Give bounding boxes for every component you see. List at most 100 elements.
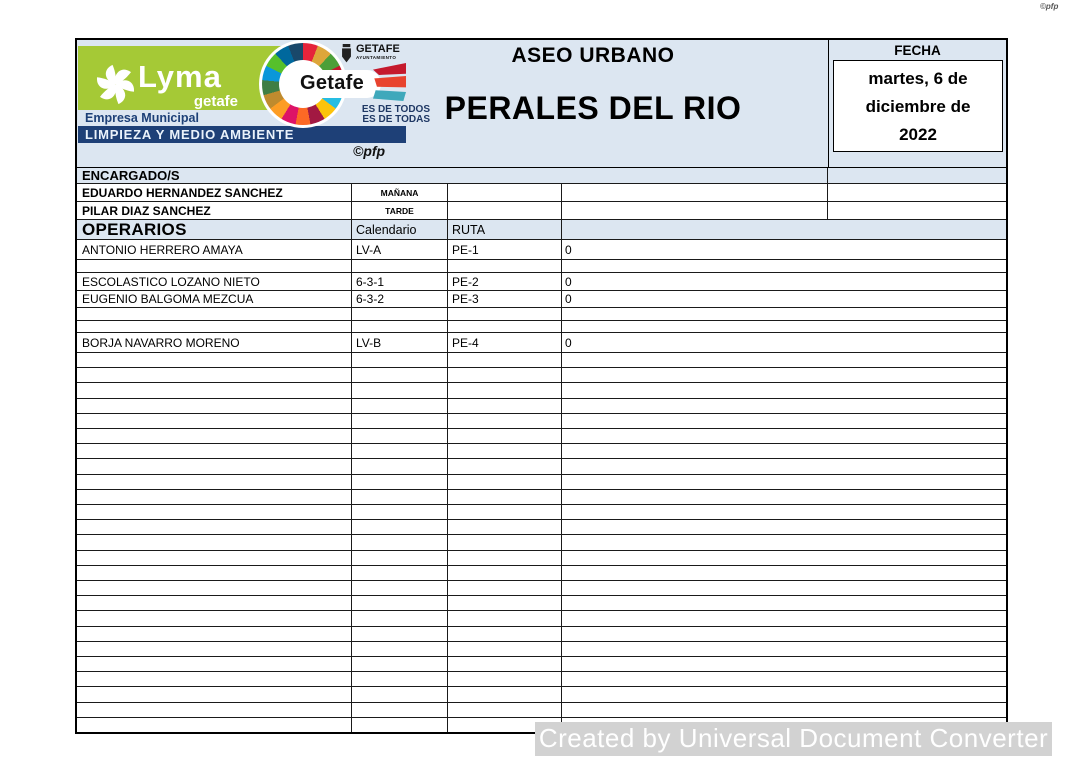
empty-row <box>77 702 1006 718</box>
operator-route <box>448 260 562 272</box>
date-line-3: 2022 <box>899 125 937 144</box>
empty-cell <box>448 459 562 474</box>
empty-row <box>77 687 1006 703</box>
empty-cell <box>562 414 1006 428</box>
empty-cell <box>562 551 1006 565</box>
empty-cell <box>352 657 448 672</box>
operator-name <box>77 308 352 320</box>
empty-row <box>77 535 1006 551</box>
empty-cell <box>448 368 562 383</box>
empty-cell <box>352 672 448 687</box>
date-line-2: diciembre de <box>865 97 971 116</box>
empty-cell <box>352 596 448 611</box>
empty-row <box>77 520 1006 536</box>
operator-row: EUGENIO BALGOMA MEZCUA 6-3-2 PE-3 0 <box>77 291 1006 308</box>
supervisor-row: PILAR DIAZ SANCHEZ TARDE <box>77 202 1006 220</box>
empty-cell <box>562 368 1006 382</box>
empty-grid-rows <box>77 353 1006 733</box>
empty-cell <box>352 353 448 368</box>
empty-row <box>77 459 1006 475</box>
empty-row <box>77 260 1006 273</box>
operator-calendar: LV-A <box>352 240 448 259</box>
empty-row <box>77 429 1006 445</box>
empty-row <box>77 672 1006 688</box>
empty-cell <box>448 520 562 535</box>
date-line-1: martes, 6 de <box>868 69 968 88</box>
empty-row <box>77 565 1006 582</box>
supervisor-row: EDUARDO HERNANDEZ SANCHEZ MAÑANA <box>77 184 1006 202</box>
empty-cell <box>352 429 448 444</box>
operator-value <box>562 308 1006 320</box>
ayuntamiento-crest-icon <box>342 44 351 63</box>
empty-cell <box>77 611 352 626</box>
empty-cell <box>448 444 562 459</box>
empty-cell <box>77 702 352 717</box>
empty-cell <box>77 535 352 550</box>
empty-row <box>77 657 1006 673</box>
empty-cell <box>352 520 448 535</box>
empty-cell <box>562 581 1006 595</box>
empty-cell <box>448 657 562 672</box>
empty-cell <box>828 184 1006 201</box>
empty-cell <box>562 459 1006 473</box>
empty-cell <box>77 672 352 687</box>
empty-cell <box>77 353 352 368</box>
supervisor-shift: TARDE <box>352 202 448 219</box>
empty-cell <box>352 641 448 657</box>
empty-row <box>77 368 1006 384</box>
empty-row <box>77 474 1006 490</box>
empty-cell <box>828 202 1006 219</box>
lyma-tagline-2: LIMPIEZA Y MEDIO AMBIENTE <box>78 126 406 143</box>
getafe-flag-icon <box>373 63 406 103</box>
lyma-brand-text: Lyma <box>138 59 222 94</box>
date-box: martes, 6 de diciembre de 2022 <box>833 60 1003 152</box>
empty-cell <box>562 566 1006 580</box>
empty-cell <box>77 520 352 535</box>
schedule-sheet: Lyma getafe Empresa Municipal LIMPIEZA Y… <box>75 38 1008 734</box>
empty-cell <box>562 535 1006 549</box>
empty-row <box>77 641 1006 658</box>
operators-rows: ANTONIO HERRERO AMAYA LV-A PE-1 0 ESCOLASTIC… <box>77 240 1006 353</box>
empty-cell <box>562 399 1006 413</box>
operator-calendar <box>352 308 448 320</box>
converter-watermark: Created by Universal Document Converter <box>535 722 1052 756</box>
operator-route <box>448 321 562 332</box>
empty-row <box>77 596 1006 612</box>
empty-row <box>77 611 1006 627</box>
empty-row <box>77 505 1006 521</box>
empty-cell <box>352 444 448 459</box>
operator-row: ANTONIO HERRERO AMAYA LV-A PE-1 0 <box>77 240 1006 260</box>
operator-name: ESCOLASTICO LOZANO NIETO <box>77 273 352 290</box>
empty-cell <box>352 489 448 505</box>
empty-cell <box>562 596 1006 610</box>
fecha-cell: FECHA martes, 6 de diciembre de 2022 <box>828 40 1006 167</box>
empty-cell <box>77 596 352 611</box>
empty-cell <box>448 672 562 687</box>
sheet-subtitle: PERALES DEL RIO <box>444 90 742 126</box>
operator-value: 0 <box>565 274 572 289</box>
operators-title: OPERARIOS <box>77 220 352 239</box>
empty-cell <box>448 383 562 398</box>
empty-cell <box>562 220 1006 239</box>
operator-route: PE-3 <box>448 291 562 307</box>
empty-cell <box>448 429 562 444</box>
empty-cell <box>562 202 828 219</box>
empty-row <box>77 383 1006 399</box>
empty-cell <box>562 520 1006 534</box>
empty-cell <box>77 489 352 505</box>
empty-cell <box>352 717 448 733</box>
empty-row <box>77 550 1006 566</box>
empty-cell <box>352 565 448 581</box>
route-column-header: RUTA <box>448 220 562 239</box>
operator-name: BORJA NAVARRO MORENO <box>77 333 352 352</box>
operator-name: EUGENIO BALGOMA MEZCUA <box>77 291 352 307</box>
empty-row <box>77 413 1006 430</box>
empty-cell <box>448 413 562 429</box>
empty-cell <box>77 444 352 459</box>
empty-row <box>77 489 1006 506</box>
empty-cell <box>77 474 352 489</box>
operator-row: BORJA NAVARRO MORENO LV-B PE-4 0 <box>77 333 1006 353</box>
empty-cell <box>352 687 448 702</box>
empty-row <box>77 308 1006 321</box>
empty-cell <box>352 611 448 626</box>
